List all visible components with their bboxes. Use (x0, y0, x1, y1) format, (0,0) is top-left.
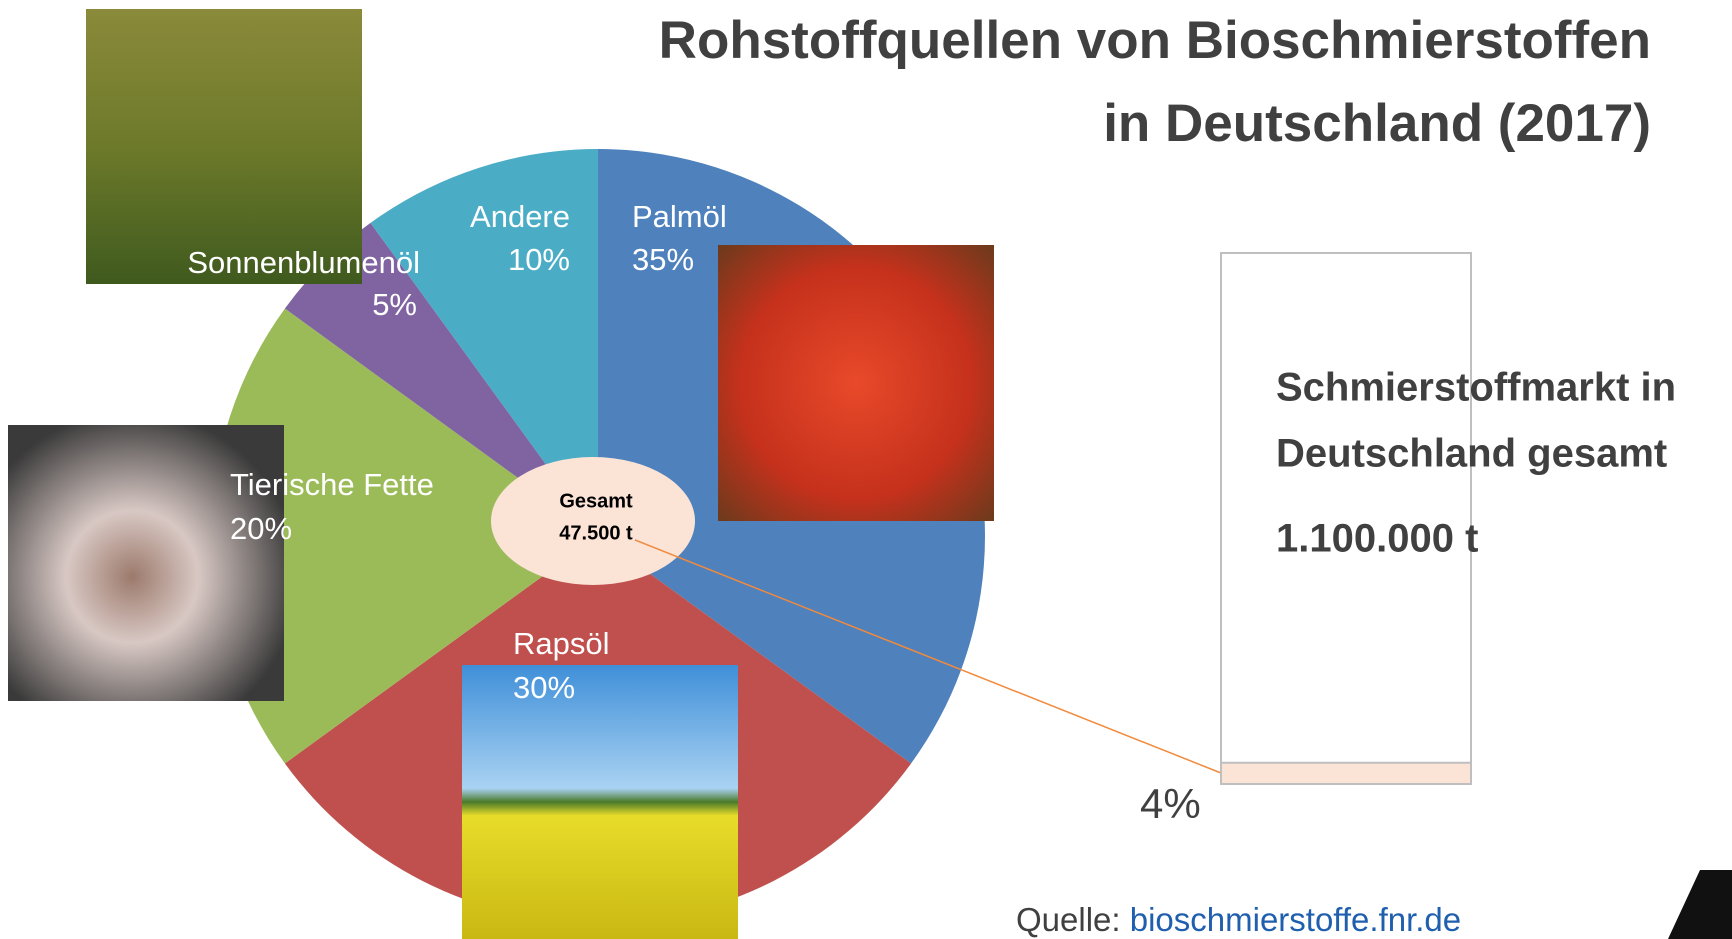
source-label: Quelle: (1016, 901, 1121, 938)
annotation: Deutschland gesamt (1276, 432, 1667, 476)
slice-value-label: 10% (508, 242, 570, 277)
slice-label: Palmöl (632, 199, 727, 234)
photo-rapeseed-field (462, 665, 738, 939)
slice-label: Tierische Fette (230, 467, 434, 502)
slice-label: Rapsöl (513, 626, 610, 661)
annotation: Schmierstoffmarkt in (1276, 366, 1676, 410)
bar-chart: 4% Schmierstoffmarkt in Deutschland gesamt… (1140, 253, 1676, 827)
annotation: 1.100.000 t (1276, 517, 1478, 561)
slice-value-label: 5% (372, 287, 417, 322)
title-line-1: Rohstoffquellen von Bioschmierstoffen (659, 11, 1651, 70)
center-ellipse (491, 457, 695, 585)
center-label: Gesamt (559, 490, 633, 512)
title-line-2: in Deutschland (2017) (1103, 94, 1651, 153)
photo-palm-fruits (718, 245, 994, 521)
source-link[interactable]: bioschmierstoffe.fnr.de (1130, 901, 1461, 938)
logo (1668, 870, 1732, 939)
bar-value-label: 4% (1140, 780, 1201, 827)
photo-sunflowers (86, 9, 362, 284)
bar-segment (1221, 763, 1471, 784)
slice-value-label: 30% (513, 670, 575, 705)
center-label: 47.500 t (559, 522, 633, 544)
source: Quelle: bioschmierstoffe.fnr.de (1016, 901, 1461, 938)
page: Palmöl 35% Rapsöl 30% Tierische Fette 20% Sonn… (0, 0, 1732, 939)
slice-value-label: 20% (230, 511, 292, 546)
slice-label: Sonnenblumenöl (187, 245, 420, 280)
slice-label: Andere (470, 199, 570, 234)
slice-value-label: 35% (632, 242, 694, 277)
